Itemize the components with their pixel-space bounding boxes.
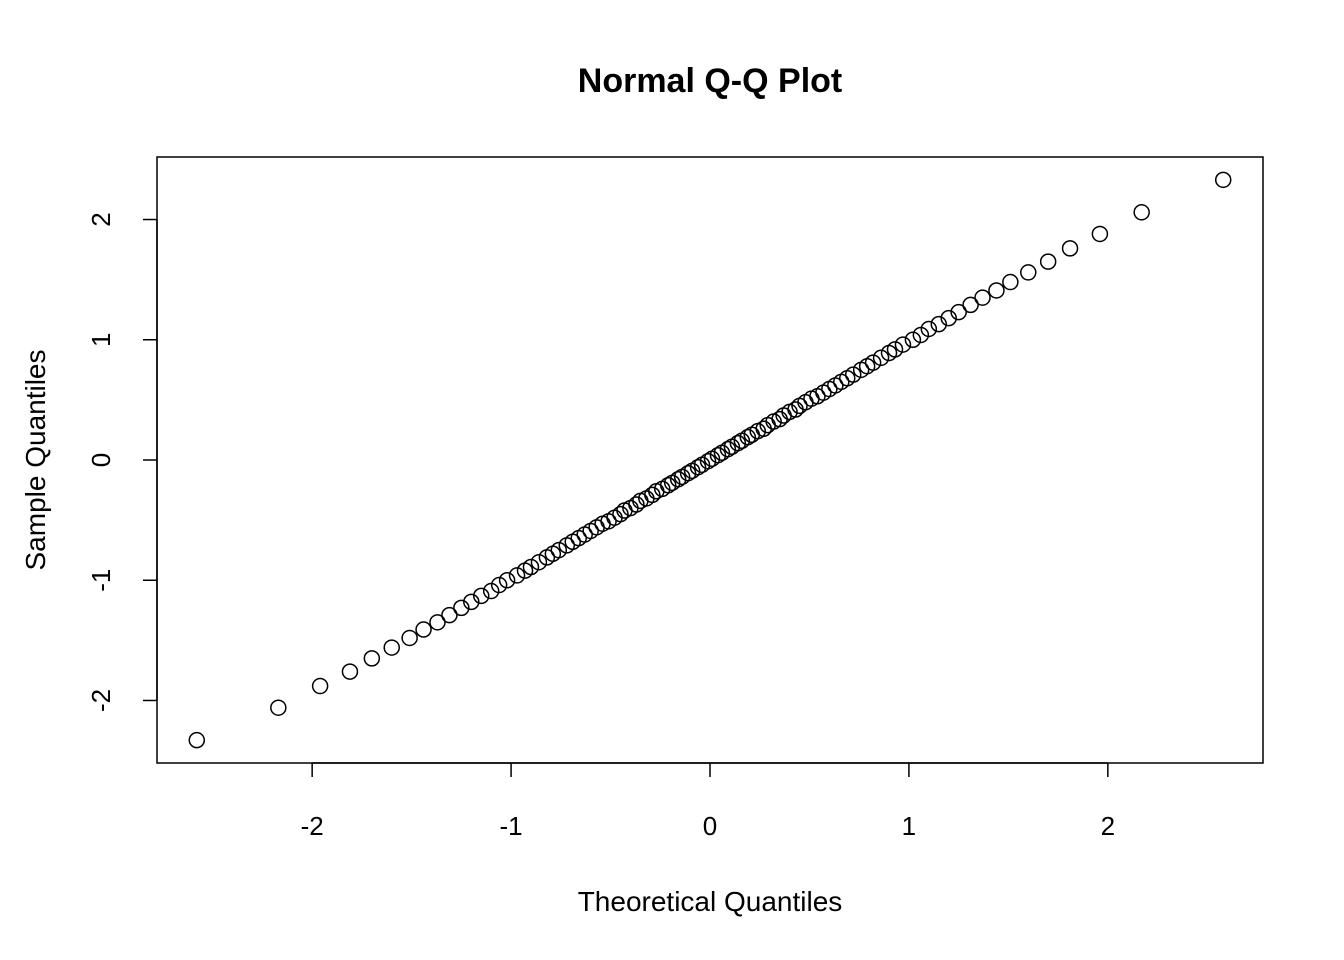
x-tick-label: -2: [301, 811, 324, 841]
y-tick-label: 2: [86, 212, 116, 226]
data-point: [341, 663, 359, 680]
x-tick-label: -1: [500, 811, 523, 841]
data-point: [188, 731, 206, 749]
data-point: [1002, 273, 1019, 291]
data-point: [270, 699, 287, 716]
data-point: [659, 477, 677, 494]
data-point: [1039, 253, 1057, 270]
data-point: [612, 505, 629, 523]
y-tick-label: 0: [86, 453, 116, 467]
data-points: [188, 171, 1232, 749]
data-point: [363, 650, 381, 667]
data-point: [441, 606, 458, 624]
data-point: [930, 315, 948, 333]
y-axis: -2 -1 0 1 2: [86, 212, 158, 712]
data-point: [988, 282, 1005, 299]
data-point: [699, 452, 717, 470]
data-point: [904, 331, 922, 349]
data-point: [453, 599, 470, 617]
data-point: [709, 446, 727, 464]
y-tick-label: 1: [86, 333, 116, 347]
data-point: [415, 621, 432, 638]
data-point: [429, 614, 446, 631]
data-point: [719, 440, 737, 458]
x-axis-label: Theoretical Quantiles: [578, 886, 843, 917]
x-tick-label: 2: [1101, 811, 1115, 841]
data-point: [739, 428, 757, 446]
chart-title: Normal Q-Q Plot: [578, 62, 842, 100]
plot-frame: [156, 156, 1264, 764]
data-point: [974, 289, 991, 306]
data-point: [401, 629, 418, 647]
data-point: [1061, 240, 1079, 257]
data-point: [787, 401, 804, 418]
data-point: [755, 420, 772, 437]
data-point: [844, 366, 862, 383]
data-point: [940, 309, 957, 327]
data-point: [311, 677, 329, 695]
x-tick-label: 0: [703, 811, 717, 841]
data-point: [530, 553, 548, 571]
data-point: [550, 541, 568, 559]
data-point: [628, 496, 645, 513]
data-point: [522, 558, 540, 576]
y-tick-label: -1: [86, 569, 116, 592]
data-point: [894, 336, 912, 353]
data-point: [771, 410, 788, 428]
data-point: [679, 464, 697, 482]
data-point: [872, 349, 890, 367]
data-point: [644, 486, 661, 504]
data-point: [864, 354, 882, 371]
data-point: [729, 434, 747, 452]
x-tick-label: 1: [902, 811, 916, 841]
data-point: [1091, 225, 1109, 243]
y-axis-label: Sample Quantiles: [20, 349, 51, 570]
data-point: [1133, 204, 1150, 221]
data-point: [886, 341, 904, 358]
data-point: [669, 470, 687, 488]
data-point: [962, 296, 979, 314]
data-point: [383, 639, 400, 656]
data-point: [472, 587, 490, 605]
data-point: [490, 576, 508, 594]
data-point: [689, 458, 707, 476]
data-point: [1020, 264, 1037, 281]
data-point: [920, 320, 938, 338]
data-point: [1214, 171, 1232, 189]
data-point: [498, 571, 516, 589]
y-tick-label: -2: [86, 689, 116, 712]
x-axis: -2 -1 0 1 2: [301, 762, 1115, 841]
data-point: [463, 593, 480, 611]
data-point: [950, 303, 967, 321]
data-point: [508, 567, 526, 584]
